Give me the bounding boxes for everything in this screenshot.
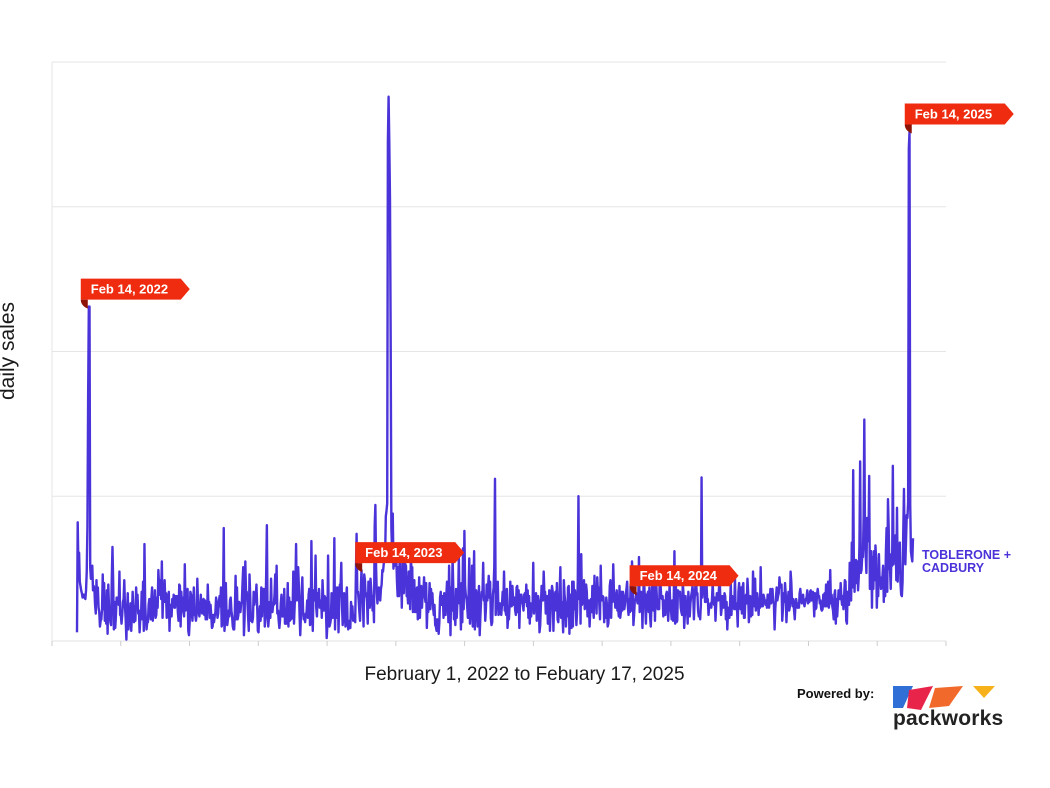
annotation-flag-body [629,565,739,587]
logo-mark [907,686,933,710]
annotation-label: Feb 14, 2022 [91,282,168,297]
annotation-flag-body [355,542,465,564]
annotation-flag-fold [80,299,88,309]
x-axis-ticks [51,641,947,646]
packworks-logo-text: packworks [893,707,1004,730]
annotation-flag-fold [629,586,637,596]
series-line [75,95,915,641]
annotation-flag: Feb 14, 2024 [629,565,739,596]
annotation-flag-body [904,103,1014,125]
annotation-label: Feb 14, 2025 [915,106,992,121]
series-label-line-2: CADBURY [922,561,985,575]
annotation-flag: Feb 14, 2023 [355,542,465,573]
powered-by-text: Powered by: [797,686,875,701]
series-label-line-1: TOBLERONE + [922,548,1012,562]
series-label: TOBLERONE + CADBURY [922,549,1042,575]
x-axis-label: February 1, 2022 to Febuary 17, 2025 [364,664,685,685]
logo-mark [929,686,963,708]
annotation-label: Feb 14, 2024 [640,568,718,583]
y-axis-label: daily sales [0,301,19,401]
annotation-flag-fold [355,563,363,573]
annotation-flag: Feb 14, 2025 [904,103,1014,134]
logo-mark [973,686,995,698]
annotation-layer: Feb 14, 2022 Feb 14, 2023 Feb 14, 2024 Feb … [80,103,1014,596]
annotation-label: Feb 14, 2023 [365,545,442,560]
annotation-flag-fold [904,124,912,134]
annotation-flag-body [80,278,190,300]
annotation-flag: Feb 14, 2022 [80,278,190,309]
grid-lines [51,61,946,642]
logo-mark [893,686,913,708]
series-layer [75,95,915,641]
packworks-logo-icon [893,686,995,710]
